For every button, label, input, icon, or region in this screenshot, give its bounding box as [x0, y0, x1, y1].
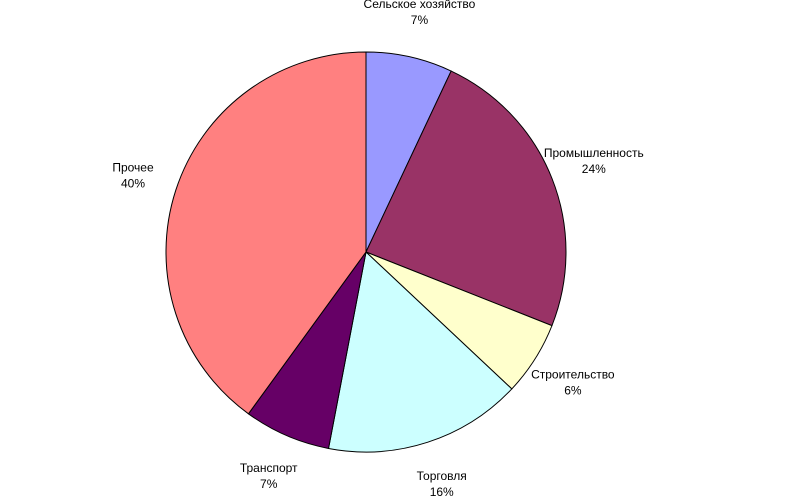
slice-label: Торговля: [417, 469, 467, 483]
slice-label: Прочее: [112, 160, 154, 174]
slice-value-label: 40%: [121, 176, 145, 190]
slice-value-label: 16%: [430, 485, 454, 498]
slice-label: Промышленность: [544, 146, 644, 160]
slice-value-label: 7%: [411, 13, 429, 27]
slice-value-label: 24%: [582, 162, 606, 176]
slice-label: Строительство: [531, 367, 615, 381]
slice-value-label: 7%: [260, 477, 278, 491]
slice-label: Транспорт: [240, 461, 298, 475]
slice-label: Сельское хозяйство: [364, 0, 476, 11]
pie-slice: [165, 51, 367, 415]
pie-slice: [365, 70, 567, 327]
pie-slice: [327, 251, 513, 453]
slice-value-label: 6%: [564, 383, 582, 397]
